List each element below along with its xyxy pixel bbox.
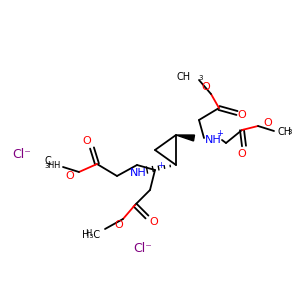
Text: C: C [44,156,51,166]
Text: O: O [238,149,246,159]
Text: H: H [54,160,60,169]
Text: Cl⁻: Cl⁻ [13,148,32,161]
Text: O: O [65,171,74,181]
Polygon shape [176,135,194,141]
Text: O: O [115,220,123,230]
Text: 3: 3 [44,163,49,169]
Text: O: O [150,217,158,227]
Text: H₃C: H₃C [82,230,100,240]
Text: 3: 3 [198,75,202,81]
Text: O: O [238,110,246,120]
Text: +: + [158,161,164,170]
Text: Cl⁻: Cl⁻ [134,242,152,254]
Text: CH: CH [177,72,191,82]
Text: O: O [82,136,91,146]
Text: 3: 3 [287,129,292,135]
Text: NH: NH [205,135,222,145]
Text: O: O [202,82,210,92]
Text: +: + [217,130,224,139]
Text: NH: NH [130,168,147,178]
Text: H: H [46,160,53,169]
Text: H: H [85,230,91,238]
Text: O: O [263,118,272,128]
Text: CH: CH [277,127,291,137]
